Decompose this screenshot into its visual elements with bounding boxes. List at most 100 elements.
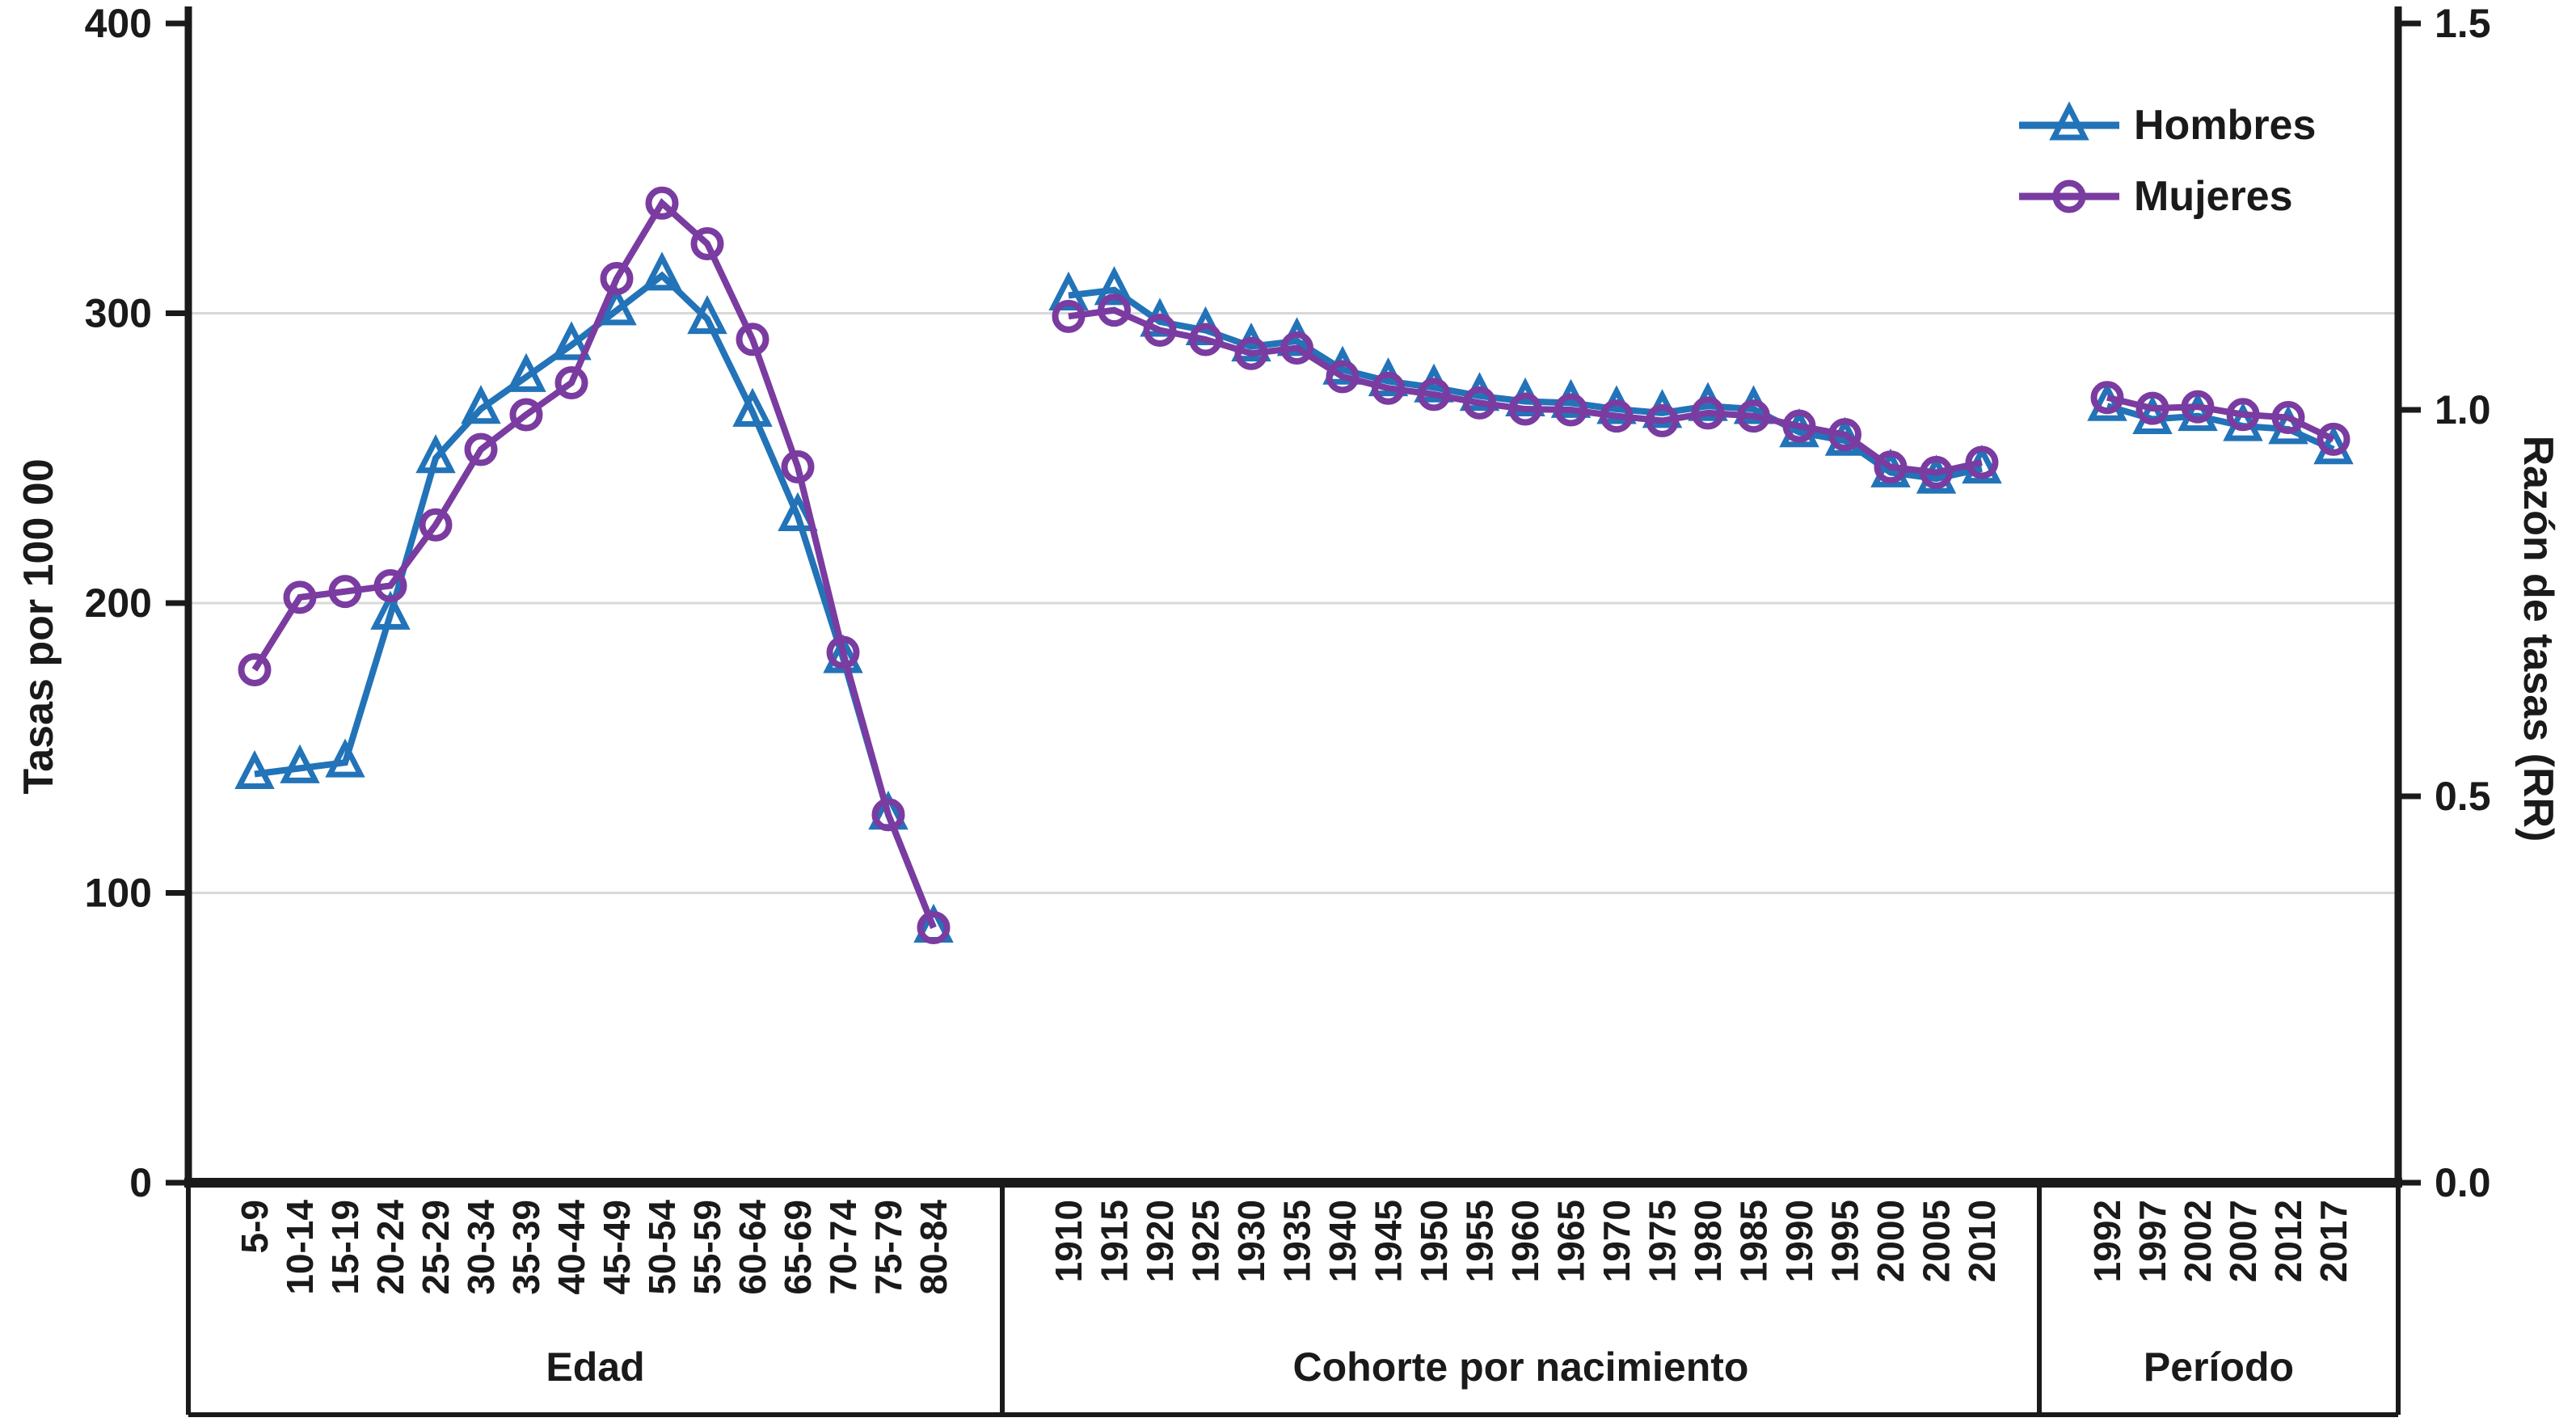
x-tick-label: 1925 — [1185, 1200, 1227, 1282]
x-tick-label: 1955 — [1459, 1200, 1501, 1282]
data-point-triangle — [234, 749, 275, 790]
x-tick-label: 1910 — [1048, 1200, 1090, 1282]
data-point-triangle — [280, 744, 320, 783]
data-point-circle — [2181, 390, 2215, 424]
data-point-circle — [1554, 393, 1587, 427]
right-tick-label: 0.5 — [2435, 774, 2491, 819]
x-tick-label: 25-29 — [415, 1200, 457, 1295]
left-tick-label: 300 — [85, 291, 152, 336]
x-tick-label: 35-39 — [505, 1200, 547, 1295]
x-tick-label: 2000 — [1870, 1200, 1912, 1282]
data-point-triangle — [642, 251, 682, 291]
x-tick-label: 65-69 — [777, 1200, 819, 1295]
data-point-circle — [1691, 396, 1725, 430]
data-point-triangle — [687, 295, 727, 335]
data-point-triangle — [732, 387, 773, 427]
legend-label-mujeres: Mujeres — [2134, 173, 2293, 220]
x-tick-label: 1970 — [1596, 1200, 1638, 1282]
data-point-triangle — [461, 385, 501, 424]
data-point-circle — [2317, 422, 2350, 456]
x-tick-label: 1990 — [1778, 1200, 1820, 1282]
series-mujeres-1 — [238, 186, 951, 945]
x-tick-label: 1985 — [1733, 1200, 1775, 1282]
data-point-triangle — [823, 634, 863, 673]
left-tick-label: 400 — [85, 1, 152, 46]
data-point-circle — [2052, 179, 2086, 213]
data-point-circle — [2226, 398, 2260, 432]
data-point-circle — [1326, 360, 1360, 394]
x-tick-label: 2012 — [2267, 1200, 2309, 1282]
x-tick-label: 80-84 — [913, 1200, 955, 1295]
x-tick-label: 15-19 — [324, 1200, 366, 1295]
right-tick-label: 0.0 — [2435, 1160, 2491, 1205]
legend: Hombres Mujeres — [2019, 101, 2316, 220]
x-tick-label: 10-14 — [279, 1200, 321, 1295]
panel-label-2: Cohorte por nacimiento — [1293, 1344, 1749, 1390]
data-point-circle — [781, 450, 815, 484]
data-point-circle — [554, 366, 588, 400]
series-mujeres-3 — [2090, 381, 2350, 456]
x-axis-labels: 5-9 10-14 15-19 20-24 25-29 30-34 35-39 40-44 45… — [186, 1183, 2401, 1417]
data-point-circle — [2090, 381, 2124, 415]
left-axis-title: Tasas por 100 00 — [15, 458, 62, 794]
data-point-circle — [1828, 418, 1861, 452]
x-tick-label: 2017 — [2312, 1200, 2355, 1282]
data-point-circle — [328, 575, 362, 609]
data-point-circle — [1965, 445, 1999, 479]
right-tick-label: 1.5 — [2435, 1, 2491, 46]
data-point-circle — [1143, 314, 1177, 348]
data-point-circle — [1372, 371, 1405, 405]
data-point-circle — [1508, 392, 1542, 426]
x-tick-label: 1980 — [1687, 1200, 1729, 1282]
x-tick-label: 60-64 — [731, 1200, 774, 1295]
data-point-circle — [1874, 450, 1908, 484]
data-point-circle — [2271, 401, 2305, 435]
data-point-circle — [1052, 299, 1086, 333]
data-point-triangle — [597, 286, 637, 326]
data-point-circle — [1189, 323, 1222, 357]
data-point-circle — [645, 186, 679, 220]
data-point-circle — [1737, 399, 1770, 433]
x-tick-label: 40-44 — [550, 1200, 592, 1295]
data-point-circle — [826, 635, 860, 669]
data-point-circle — [1098, 293, 1131, 327]
data-point-triangle — [325, 738, 365, 778]
data-point-triangle — [415, 434, 456, 474]
x-tick-label: 50-54 — [641, 1200, 683, 1295]
x-tick-label: 45-49 — [596, 1200, 638, 1295]
panel-label-3: Período — [2144, 1344, 2294, 1390]
data-point-circle — [1234, 336, 1268, 370]
data-point-triangle — [2178, 391, 2218, 432]
panel-label-1: Edad — [546, 1344, 644, 1390]
x-tick-label: 1997 — [2131, 1200, 2173, 1282]
data-point-circle — [1646, 403, 1679, 437]
data-point-circle — [1417, 378, 1451, 411]
data-point-triangle — [506, 352, 546, 392]
x-tick-label: 2002 — [2177, 1200, 2219, 1282]
x-tick-label: 1915 — [1094, 1200, 1136, 1282]
gridlines — [188, 312, 2398, 894]
series-line — [2106, 394, 2335, 442]
x-tick-label: 2005 — [1916, 1200, 1958, 1282]
x-tick-label: 1975 — [1642, 1200, 1684, 1282]
x-tick-label: 1960 — [1504, 1200, 1546, 1282]
axes: 0 100 200 300 400 0.0 0.5 1.0 1.5 — [85, 1, 2491, 1205]
data-point-circle — [917, 911, 951, 945]
x-tick-label: 1940 — [1322, 1200, 1364, 1282]
left-tick-label: 100 — [85, 871, 152, 916]
data-point-circle — [464, 433, 498, 466]
series-hombres-2 — [1048, 266, 2002, 494]
data-point-circle — [690, 226, 724, 260]
x-tick-label: 1950 — [1413, 1200, 1455, 1282]
data-point-circle — [1920, 455, 1953, 489]
data-point-triangle — [370, 590, 411, 630]
data-point-circle — [419, 508, 453, 542]
series-mujeres-2 — [1052, 293, 1999, 489]
data-point-triangle — [1094, 266, 1135, 306]
data-point-triangle — [1916, 454, 1957, 494]
data-point-circle — [238, 652, 272, 686]
left-tick-label: 200 — [85, 580, 152, 626]
x-tick-label: 1935 — [1276, 1200, 1318, 1282]
series-hombres-1 — [234, 251, 954, 943]
